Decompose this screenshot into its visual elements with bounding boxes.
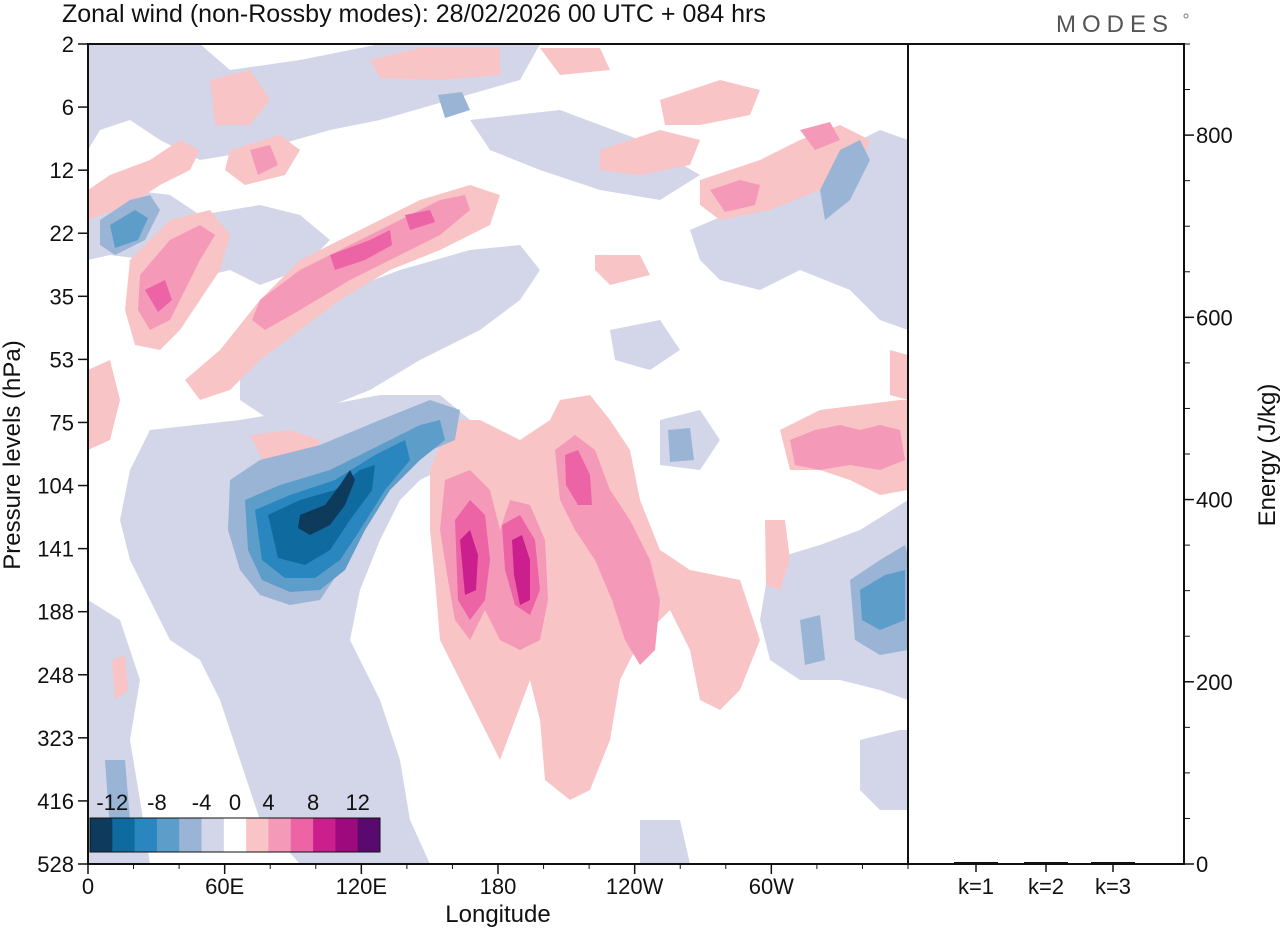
x-tick-label: 120E — [336, 874, 387, 899]
colorbar-label: 4 — [262, 790, 274, 815]
x-tick-label: 60E — [205, 874, 244, 899]
energy-panel-frame — [907, 43, 1185, 865]
colorbar-swatch — [179, 818, 203, 852]
colorbar-swatch — [357, 818, 381, 852]
colorbar: -12 -8 -4 0 4 8 12 — [89, 790, 381, 853]
energy-bar — [954, 862, 998, 864]
y-tick-label: 104 — [37, 474, 74, 499]
energy-bar — [1024, 862, 1068, 864]
colorbar-label: 0 — [229, 790, 241, 815]
colorbar-label: -12 — [96, 790, 128, 815]
y-tick-label: 12 — [50, 158, 74, 183]
y-axis-label: Pressure levels (hPa) — [0, 340, 26, 569]
x-axis: 0 60E 120E 180 120W 60W — [82, 864, 909, 899]
colorbar-swatch — [201, 818, 225, 852]
y-axis: 2 6 12 22 35 53 75 104 141 188 248 323 416 528 — [37, 32, 88, 877]
colorbar-swatch — [156, 818, 180, 852]
y-tick-label: 323 — [37, 726, 74, 751]
x-axis-label: Longitude — [445, 901, 550, 928]
energy-tick-label: 600 — [1196, 305, 1233, 330]
energy-category-label: k=2 — [1028, 874, 1064, 899]
x-tick-label: 120W — [606, 874, 664, 899]
colorbar-frame — [89, 817, 381, 853]
x-tick-label: 60W — [749, 874, 794, 899]
energy-axis-label: Energy (J/kg) — [1254, 384, 1280, 527]
brand-registered-mark — [1183, 13, 1189, 19]
y-tick-label: 528 — [37, 852, 74, 877]
colorbar-swatch — [313, 818, 336, 852]
energy-tick-label: 800 — [1196, 123, 1233, 148]
x-tick-label: 180 — [480, 874, 517, 899]
colorbar-swatch — [112, 818, 136, 852]
brand-logo: MODES — [1056, 11, 1174, 38]
y-tick-label: 75 — [50, 410, 74, 435]
energy-tick-label: 200 — [1196, 670, 1233, 695]
westerly-very-strong-regions — [460, 530, 530, 605]
y-tick-label: 53 — [50, 347, 74, 372]
colorbar-label: 8 — [307, 790, 319, 815]
y-tick-label: 2 — [62, 32, 74, 57]
easterly-extreme-regions — [298, 470, 355, 535]
colorbar-label: -4 — [192, 790, 212, 815]
x-tick-label: 0 — [82, 874, 94, 899]
energy-bars: k=1 k=2 k=3 — [954, 862, 1135, 899]
energy-axis: 0 200 400 600 800 — [1184, 43, 1233, 877]
colorbar-label: 12 — [345, 790, 369, 815]
y-tick-label: 35 — [50, 284, 74, 309]
colorbar-swatch — [223, 818, 247, 852]
y-tick-label: 416 — [37, 789, 74, 814]
colorbar-swatch — [335, 818, 359, 852]
chart-title: Zonal wind (non-Rossby modes): 28/02/202… — [62, 0, 766, 28]
y-tick-label: 22 — [50, 221, 74, 246]
energy-category-label: k=3 — [1095, 874, 1131, 899]
y-tick-label: 248 — [37, 663, 74, 688]
energy-bar — [1091, 862, 1135, 864]
energy-category-label: k=1 — [958, 874, 994, 899]
colorbar-swatch — [90, 818, 113, 852]
energy-tick-label: 0 — [1196, 852, 1208, 877]
heatmap-field — [88, 44, 908, 864]
colorbar-swatch — [134, 818, 158, 852]
colorbar-swatch — [246, 818, 269, 852]
colorbar-swatch — [290, 818, 314, 852]
energy-tick-label: 400 — [1196, 488, 1233, 513]
y-tick-label: 6 — [62, 95, 74, 120]
y-tick-label: 188 — [37, 600, 74, 625]
colorbar-label: -8 — [147, 790, 167, 815]
y-tick-label: 141 — [37, 537, 74, 562]
colorbar-swatch — [268, 818, 292, 852]
